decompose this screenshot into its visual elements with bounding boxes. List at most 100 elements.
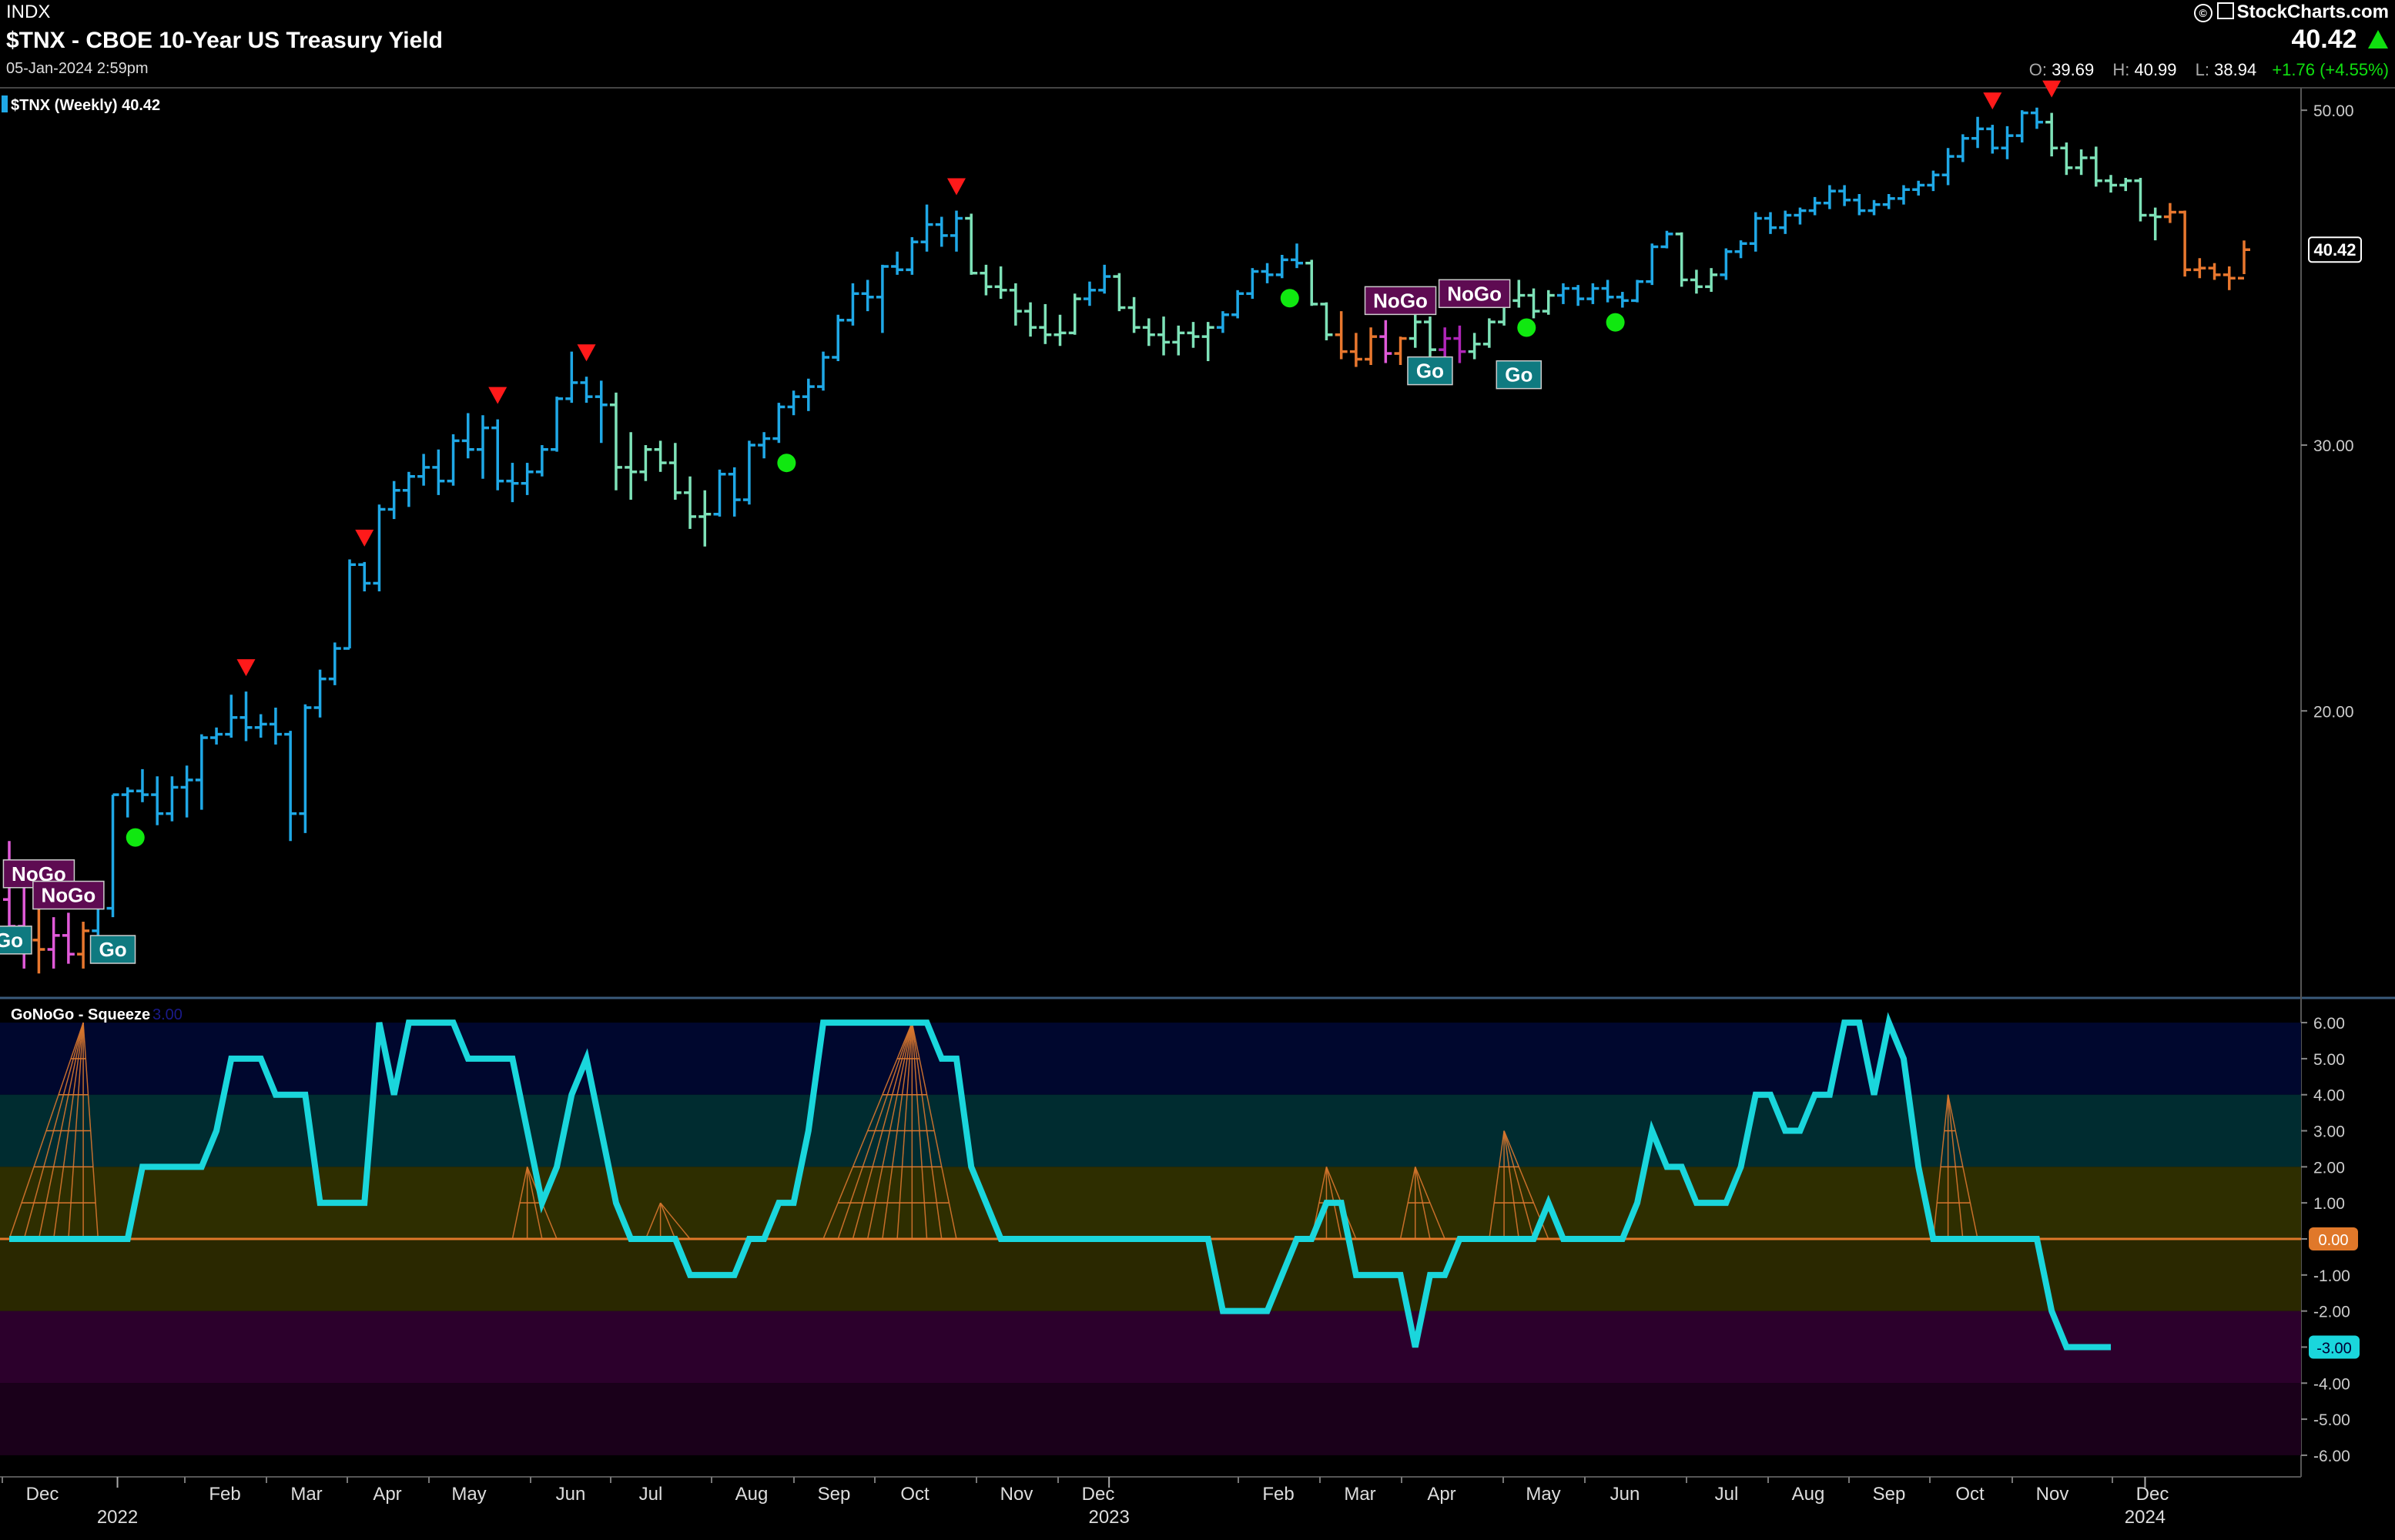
last-price-value: 40.42	[2291, 25, 2357, 54]
brand-logo[interactable]: © StockCharts.com	[2193, 2, 2389, 23]
price-bar	[2119, 177, 2132, 192]
price-bar	[373, 504, 386, 592]
oscillator-legend-value: 3.00	[152, 1006, 183, 1023]
price-bar	[1394, 336, 1407, 366]
month-label: Dec	[1082, 1484, 1115, 1505]
price-bar	[1098, 264, 1111, 294]
month-label: Sep	[818, 1484, 851, 1505]
month-label: Jul	[1715, 1484, 1739, 1505]
price-bar	[1083, 281, 1096, 306]
price-bar	[1646, 243, 1659, 286]
price-bar	[461, 413, 474, 459]
price-bar	[358, 561, 371, 592]
oscillator-tick-label: 4.00	[2313, 1087, 2345, 1105]
price-bar	[994, 266, 1007, 300]
price-bar	[846, 283, 859, 326]
price-bar	[891, 251, 904, 275]
price-bar	[328, 642, 341, 685]
price-bar	[1157, 316, 1171, 356]
price-bar	[1882, 193, 1895, 209]
price-bar	[1365, 327, 1378, 366]
trend-dot-icon	[126, 828, 145, 847]
price-bar	[950, 210, 963, 252]
price-panel: 50.00 30.00 20.00 $TNX (Weekly) 40.42 NoGo No…	[0, 80, 2395, 1477]
month-label: Jun	[556, 1484, 586, 1505]
price-bar	[387, 480, 400, 520]
month-label: Apr	[373, 1484, 401, 1505]
chart-header: INDX $TNX - CBOE 10-Year US Treasury Yie…	[0, 0, 2395, 89]
price-bar	[2075, 149, 2088, 176]
price-bar	[1482, 318, 1496, 348]
year-label: 2023	[1088, 1507, 1129, 1528]
price-legend: $TNX (Weekly) 40.42	[11, 97, 160, 114]
trend-dot-icon	[1606, 313, 1625, 332]
go-badge: Go	[1407, 356, 1453, 386]
price-bar	[1720, 248, 1733, 280]
month-label: Dec	[2136, 1484, 2169, 1505]
price-bar	[180, 765, 193, 818]
price-bar	[62, 912, 75, 964]
squeeze-line	[1415, 1167, 1445, 1240]
price-bar	[861, 280, 874, 312]
month-label: Oct	[900, 1484, 930, 1505]
price-bar	[1039, 303, 1052, 344]
oscillator-tick-label: 5.00	[2313, 1051, 2345, 1069]
squeeze-line	[1503, 1130, 1535, 1240]
price-bar	[1631, 280, 1644, 303]
go-badge: Go	[1496, 360, 1543, 390]
squeeze-marker	[1399, 1167, 1445, 1240]
price-bar	[136, 768, 149, 802]
price-bar	[313, 669, 327, 718]
peak-marker-icon	[1983, 92, 2002, 110]
price-bar	[2238, 240, 2250, 280]
badge-box	[32, 880, 105, 910]
month-label: Jun	[1610, 1484, 1640, 1505]
price-bar	[2030, 107, 2043, 129]
price-bar	[1616, 292, 1629, 308]
price-bar	[521, 463, 534, 495]
price-bar	[1971, 116, 1985, 149]
month-label: Jul	[639, 1484, 663, 1505]
month-label: Aug	[1792, 1484, 1825, 1505]
trend-dot-icon	[777, 454, 796, 473]
price-bar	[1009, 283, 1022, 326]
price-bar	[1808, 196, 1821, 216]
month-label: Nov	[1000, 1484, 1033, 1505]
peak-marker-icon	[946, 178, 966, 196]
price-bar	[625, 432, 638, 500]
year-label: 2024	[2125, 1507, 2166, 1528]
price-bar	[240, 691, 253, 742]
badge-label: NoGo	[1447, 282, 1502, 305]
price-bar	[166, 776, 179, 822]
price-bar	[417, 454, 430, 486]
squeeze-line	[659, 1202, 676, 1240]
price-bar	[1660, 230, 1673, 249]
nogo-badge: NoGo	[1438, 279, 1511, 309]
oscillator-panel: GoNoGo - Squeeze 3.006.005.004.003.002.00…	[0, 1006, 2360, 1465]
price-bar	[1187, 322, 1200, 348]
month-label: Feb	[209, 1484, 240, 1505]
price-bar	[1512, 280, 1526, 308]
price-bar	[832, 314, 845, 361]
price-bar	[920, 204, 933, 252]
oscillator-legend: GoNoGo - Squeeze	[11, 1006, 150, 1023]
price-bar	[551, 397, 564, 452]
brand-name: StockCharts.com	[2236, 2, 2389, 22]
price-bar	[1201, 322, 1214, 361]
oscillator-tick-label: 6.00	[2313, 1015, 2345, 1033]
price-bar	[535, 445, 548, 477]
price-bar	[1291, 243, 1304, 269]
last-price-box	[2308, 236, 2362, 263]
price-bar	[772, 403, 785, 444]
price-bar	[2045, 112, 2058, 157]
oscillator-zone	[0, 1311, 2301, 1384]
zero-label-box	[2309, 1227, 2358, 1250]
price-bar	[1690, 270, 1703, 294]
squeeze-marker	[645, 1202, 691, 1240]
price-bar	[491, 419, 504, 490]
oscillator-zone	[0, 1383, 2301, 1455]
oscillator-tick-label: 2.00	[2313, 1159, 2345, 1177]
price-bar	[1127, 296, 1141, 333]
zero-label: 0.00	[2319, 1232, 2349, 1249]
price-bar	[1379, 320, 1392, 363]
